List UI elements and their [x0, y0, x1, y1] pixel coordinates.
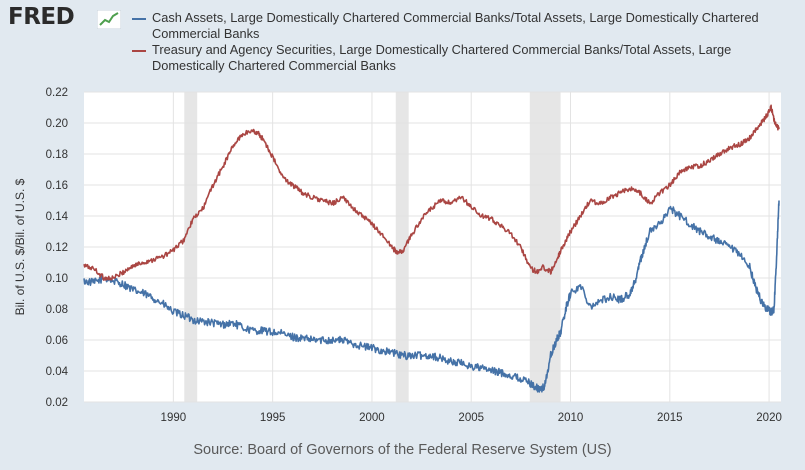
y-tick-label-0: 0.02 — [46, 397, 68, 409]
legend-swatch-cash-assets — [132, 18, 146, 20]
y-tick-label-7: 0.16 — [46, 180, 68, 192]
y-tick-label-6: 0.14 — [46, 211, 69, 223]
source-note: Source: Board of Governors of the Federa… — [193, 442, 612, 458]
axis-labels: 0.02 0.04 0.06 0.08 0.10 0.12 0.14 0.16 0.18 0.20… — [13, 87, 782, 424]
line-chart: 0.02 0.04 0.06 0.08 0.10 0.12 0.14 0.16 0.18 0.20… — [13, 87, 782, 424]
legend-label-treasury-securities: Treasury and Agency Securities, Large Do… — [152, 42, 732, 73]
series-line-0 — [83, 200, 780, 393]
x-tick-label-4: 2010 — [558, 412, 584, 424]
x-tick-label-2: 2000 — [359, 412, 385, 424]
x-tick-label-6: 2020 — [756, 412, 782, 424]
legend-swatch-treasury-securities — [132, 50, 146, 52]
y-tick-label-9: 0.20 — [46, 118, 68, 130]
x-tick-label-0: 1990 — [161, 412, 187, 424]
x-tick-label-5: 2015 — [657, 412, 683, 424]
y-tick-label-8: 0.18 — [46, 149, 68, 161]
legend-entry-cash-assets[interactable]: Cash Assets, Large Domestically Chartere… — [132, 10, 772, 42]
fred-logo[interactable]: FRED — [8, 4, 75, 30]
x-tick-label-1: 1995 — [260, 412, 286, 424]
series-line-1 — [83, 104, 780, 282]
x-tick-label-3: 2005 — [458, 412, 484, 424]
y-tick-label-4: 0.10 — [46, 273, 68, 285]
y-tick-label-10: 0.22 — [46, 87, 68, 99]
legend-entry-treasury-securities[interactable]: Treasury and Agency Securities, Large Do… — [132, 42, 772, 74]
y-axis-label: Bil. of U.S. $/Bil. of U.S. $ — [13, 178, 27, 315]
y-tick-label-5: 0.12 — [46, 242, 68, 254]
series-lines — [83, 104, 780, 393]
y-tick-label-3: 0.08 — [46, 304, 68, 316]
gridlines — [84, 91, 781, 403]
y-tick-label-2: 0.06 — [46, 335, 68, 347]
fred-logo-text: FRED — [8, 4, 75, 30]
y-tick-label-1: 0.04 — [46, 366, 69, 378]
legend-label-cash-assets: Cash Assets, Large Domestically Chartere… — [152, 10, 759, 41]
chart-line-icon — [97, 10, 121, 29]
